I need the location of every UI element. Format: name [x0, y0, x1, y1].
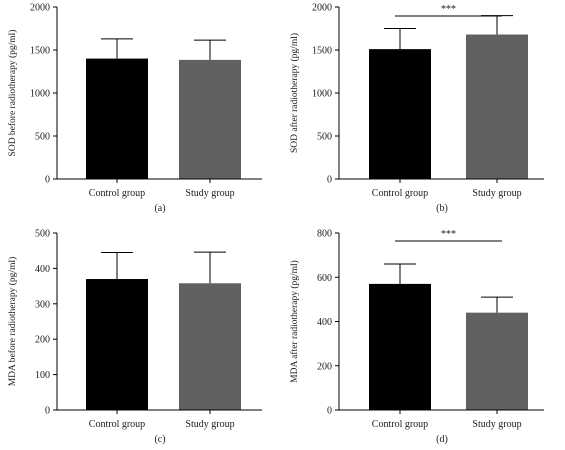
panel-label: (b)	[436, 203, 448, 214]
chart-panel-b: Control group Study group 0 500 1000 1500 2000…	[289, 3, 544, 214]
y-axis-label: SOD after radiotherapy (pg/ml)	[289, 33, 300, 153]
y-tick-label: 1000	[30, 89, 50, 100]
x-tick-label: Control group	[89, 188, 145, 199]
y-tick-label: 500	[35, 229, 50, 240]
y-tick-label: 200	[35, 335, 50, 346]
y-tick-label: 1500	[30, 46, 50, 57]
bar-control	[369, 49, 431, 179]
chart-panel-a: Control group Study group 0 500 1000 1500 2000…	[7, 3, 262, 214]
y-tick-label: 0	[45, 406, 50, 417]
y-tick-label: 600	[317, 273, 332, 284]
y-tick-label: 400	[317, 317, 332, 328]
x-tick-label: Control group	[372, 188, 428, 199]
x-tick-label: Study group	[185, 188, 234, 199]
y-axis-label: MDA after radiotherapy (pg/ml)	[289, 260, 300, 383]
bar-study	[179, 283, 241, 410]
y-tick-label: 200	[317, 361, 332, 372]
x-tick-label: Study group	[472, 188, 521, 199]
bar-study	[179, 59, 241, 179]
x-tick-label: Control group	[372, 419, 428, 430]
y-tick-label: 300	[35, 299, 50, 310]
panel-label: (a)	[154, 203, 165, 214]
chart-panel-c: Control group Study group 0 100 200 300 400 500…	[7, 229, 262, 445]
bar-control	[86, 58, 148, 179]
x-tick-label: Study group	[472, 419, 521, 430]
y-tick-label: 2000	[312, 3, 332, 14]
x-tick-label: Study group	[185, 419, 234, 430]
x-tick-label: Control group	[89, 419, 145, 430]
y-tick-label: 0	[327, 406, 332, 417]
y-tick-label: 0	[327, 175, 332, 186]
panel-label: (c)	[154, 434, 165, 445]
y-tick-label: 500	[317, 132, 332, 143]
y-axis-label: SOD before radiotherapy (pg/ml)	[7, 30, 18, 157]
y-tick-label: 400	[35, 264, 50, 275]
y-tick-label: 2000	[30, 3, 50, 14]
y-tick-label: 1500	[312, 46, 332, 57]
bar-study	[466, 34, 528, 179]
significance-label: ***	[441, 4, 456, 15]
significance-label: ***	[441, 229, 456, 240]
bar-study	[466, 312, 528, 410]
y-tick-label: 0	[45, 175, 50, 186]
y-axis-label: MDA before radiotherapy (pg/ml)	[7, 257, 18, 387]
chart-panel-d: Control group Study group 0 200 400 600 800 MDA…	[289, 229, 544, 445]
bar-control	[369, 283, 431, 410]
y-tick-label: 500	[35, 132, 50, 143]
panel-label: (d)	[436, 434, 448, 445]
y-tick-label: 800	[317, 229, 332, 240]
bar-control	[86, 279, 148, 410]
y-tick-label: 100	[35, 370, 50, 381]
y-tick-label: 1000	[312, 89, 332, 100]
